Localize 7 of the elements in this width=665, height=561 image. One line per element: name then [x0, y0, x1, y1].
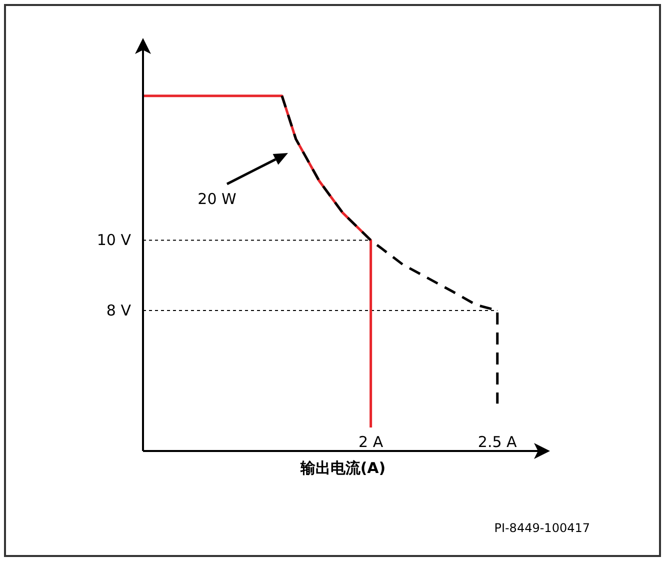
- y-tick-label: 8 V: [106, 301, 132, 320]
- x-tick-label: 2.5 A: [478, 433, 518, 451]
- y-tick-label: 10 V: [96, 231, 132, 250]
- x-tick-label: 2 A: [358, 433, 384, 451]
- x-axis-title: 输出电流(A): [299, 459, 386, 477]
- text: PI-8449-100417: [494, 521, 590, 535]
- annotation: 20 W: [198, 190, 237, 208]
